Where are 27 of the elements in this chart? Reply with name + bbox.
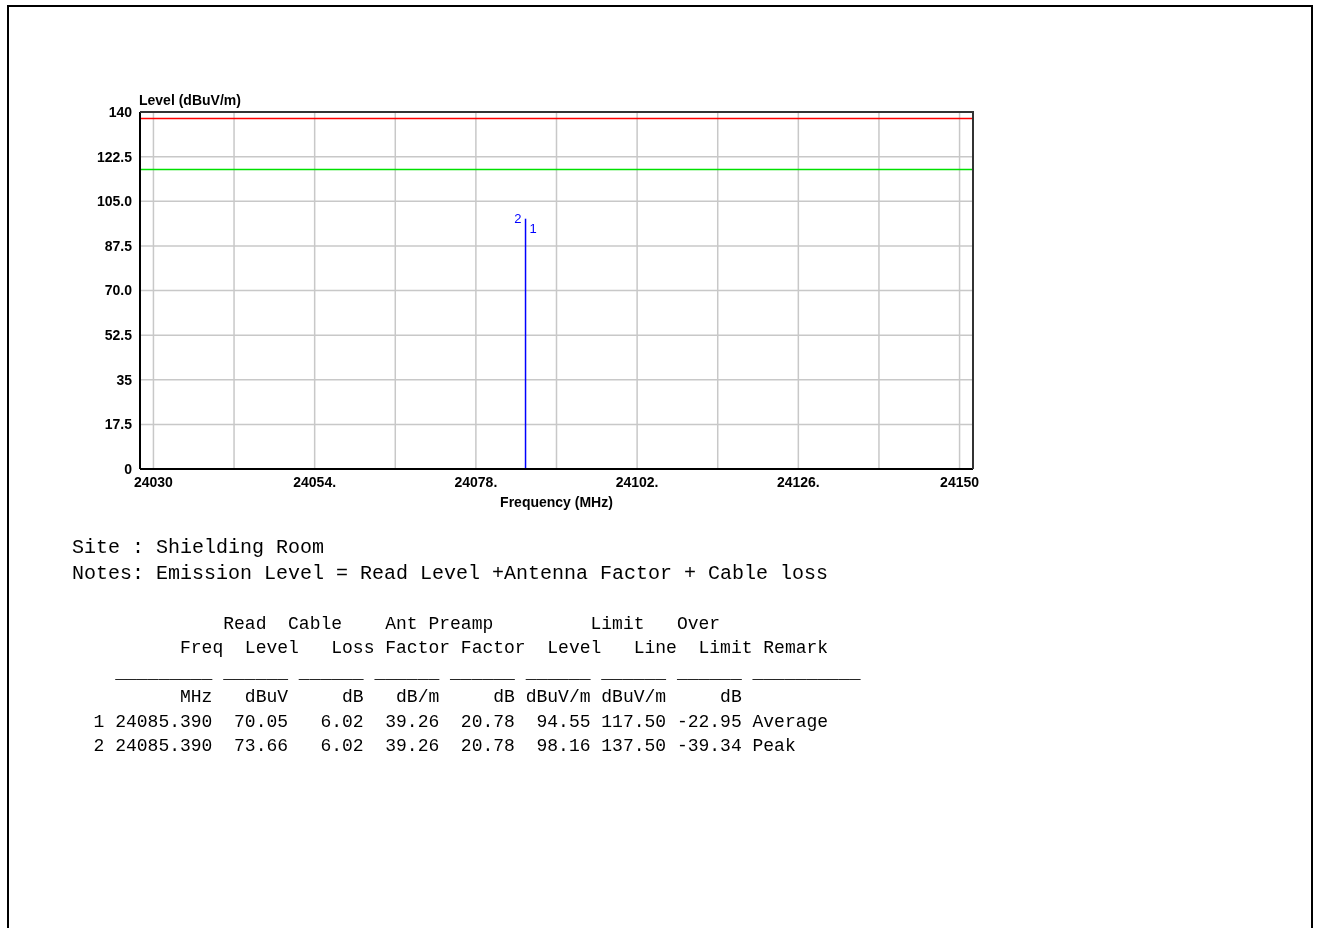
text: MHz dBuV dB dB/m dB dBuV/m dBuV/m dB [179, 686, 743, 710]
y-tick-label: 70.0 [104, 282, 133, 299]
x-tick-label: 24150 [940, 473, 980, 490]
x-tick-label: 24102. [615, 473, 659, 490]
annotation: 1 [529, 220, 537, 236]
y-tick-label: 0 [124, 460, 133, 477]
text: _________ ______ ______ ______ ______ ______ ______ ______ __________ [114, 661, 861, 685]
text: Notes: Emission Level = Read Level +Antenna Factor + Cable loss [72, 561, 829, 587]
x-tick-label: 24054. [293, 473, 337, 490]
y-axis-title: Level (dBuV/m) [139, 92, 241, 108]
y-tick-label: 105.0 [96, 193, 133, 210]
y-tick-label: 122.5 [96, 148, 133, 165]
x-tick-label: 24126. [776, 473, 820, 490]
annotation: 2 [514, 211, 522, 227]
text: 1 24085.390 70.05 6.02 39.26 20.78 94.55 117.50 -22.95 Average [92, 710, 830, 734]
y-tick-label: 52.5 [104, 327, 133, 344]
x-tick-label: 24030 [133, 473, 174, 490]
x-tick-label: 24078. [454, 473, 498, 490]
y-tick-label: 35 [116, 371, 133, 388]
y-tick-label: 140 [108, 103, 133, 120]
x-axis-title: Frequency (MHz) [500, 494, 613, 510]
text: 2 24085.390 73.66 6.02 39.26 20.78 98.16 137.50 -39.34 Peak [92, 735, 797, 759]
text: Site : Shielding Room [72, 535, 326, 561]
y-tick-label: 17.5 [104, 416, 133, 433]
text: Freq Level Loss Factor Factor Level Line Limit Remark [179, 637, 830, 661]
y-tick-label: 87.5 [104, 237, 133, 254]
text: Read Cable Ant Preamp Limit Over [222, 613, 722, 636]
